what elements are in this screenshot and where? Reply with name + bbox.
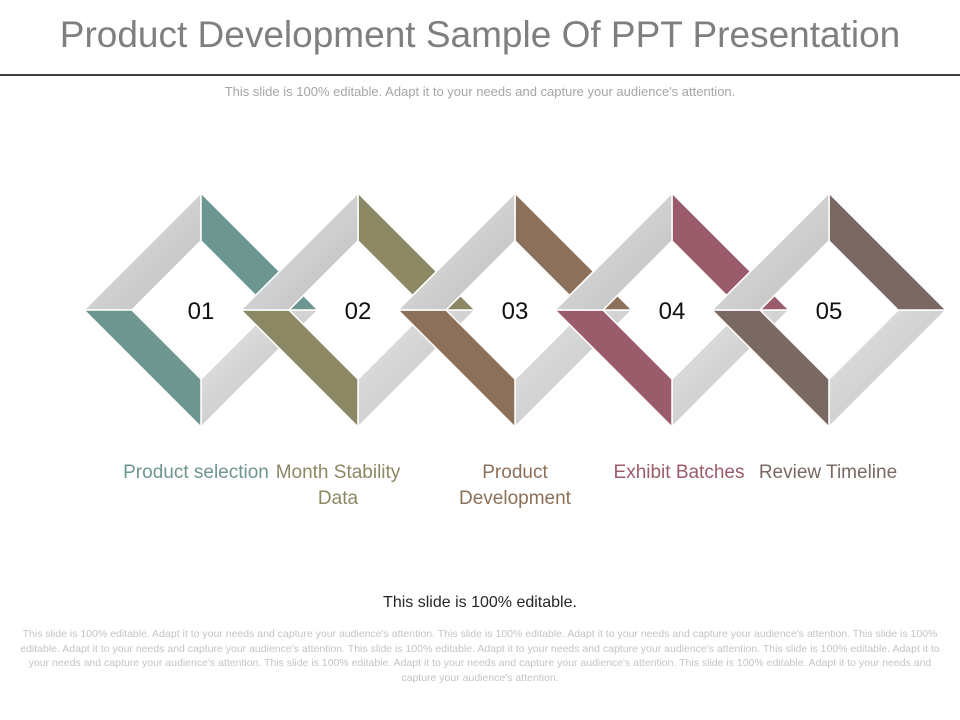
slide-title: Product Development Sample Of PPT Presen… <box>59 14 901 55</box>
ribbon-gray-top-left <box>83 192 202 311</box>
slide-subtitle: This slide is 100% editable. Adapt it to… <box>224 84 736 99</box>
step-number-5: 05 <box>816 298 843 325</box>
step-label-3: Product Development <box>459 462 571 509</box>
ribbon-gray-bottom-right <box>828 309 947 428</box>
ribbon-overlap-3 <box>397 192 516 311</box>
step-label-1: Product selection <box>123 462 269 483</box>
step-number-3: 03 <box>502 298 529 325</box>
ribbon-overlap-2 <box>240 192 359 311</box>
ribbon-color-top-right <box>828 192 947 311</box>
step-number-1: 01 <box>188 298 215 325</box>
ribbon-overlap-4 <box>554 192 673 311</box>
step-label-2: Month Stability Data <box>275 462 401 509</box>
step-label-4: Exhibit Batches <box>613 462 745 483</box>
footer-title: This slide is 100% editable. <box>383 594 577 611</box>
footer-body: This slide is 100% editable. Adapt it to… <box>20 628 940 684</box>
step-label-5: Review Timeline <box>758 462 898 483</box>
step-number-2: 02 <box>345 298 372 325</box>
step-number-4: 04 <box>659 298 686 325</box>
title-divider <box>0 74 960 76</box>
ribbon-overlap-5 <box>711 192 830 311</box>
ribbon-color-bottom-left <box>83 309 202 428</box>
